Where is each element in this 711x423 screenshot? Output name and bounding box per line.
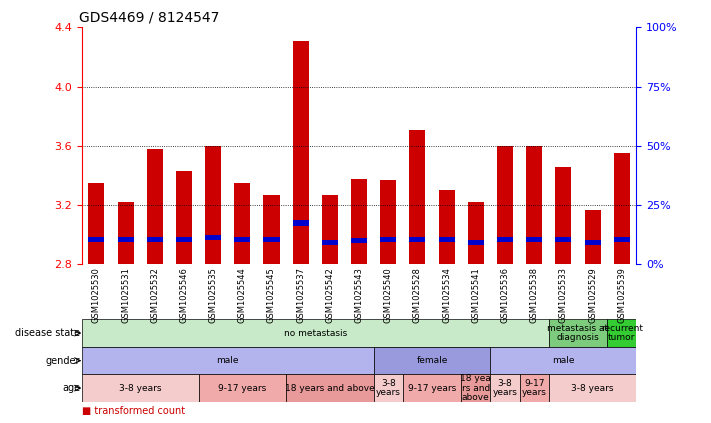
Bar: [584, 210, 601, 264]
Bar: [264, 236, 279, 242]
Bar: [374, 374, 403, 402]
Text: GSM1025535: GSM1025535: [208, 267, 218, 323]
Text: GSM1025536: GSM1025536: [501, 267, 510, 323]
Text: male: male: [216, 356, 239, 365]
Bar: [235, 236, 250, 242]
Bar: [380, 236, 396, 242]
Text: GSM1025544: GSM1025544: [237, 267, 247, 323]
Text: GSM1025534: GSM1025534: [442, 267, 451, 323]
Bar: [88, 183, 105, 264]
Text: no metastasis: no metastasis: [284, 329, 347, 338]
Bar: [117, 202, 134, 264]
Text: 3-8 years: 3-8 years: [119, 384, 161, 393]
Bar: [176, 171, 192, 264]
Bar: [410, 130, 425, 264]
Text: 3-8 years: 3-8 years: [572, 384, 614, 393]
Bar: [176, 236, 192, 242]
Bar: [555, 167, 572, 264]
Bar: [549, 319, 607, 347]
Bar: [403, 374, 461, 402]
Bar: [526, 236, 542, 242]
Bar: [526, 146, 542, 264]
Text: recurrent
tumor: recurrent tumor: [601, 324, 643, 343]
Bar: [146, 149, 163, 264]
Bar: [205, 235, 221, 240]
Text: GSM1025530: GSM1025530: [92, 267, 101, 323]
Bar: [82, 347, 374, 374]
Text: 3-8
years: 3-8 years: [493, 379, 518, 398]
Bar: [293, 220, 309, 225]
Text: GSM1025545: GSM1025545: [267, 267, 276, 323]
Bar: [374, 347, 491, 374]
Bar: [351, 238, 367, 243]
Text: age: age: [62, 383, 80, 393]
Text: GSM1025540: GSM1025540: [384, 267, 392, 323]
Bar: [614, 154, 630, 264]
Bar: [235, 183, 250, 264]
Text: GDS4469 / 8124547: GDS4469 / 8124547: [79, 11, 220, 25]
Bar: [322, 239, 338, 245]
Text: GSM1025546: GSM1025546: [179, 267, 188, 323]
Bar: [146, 236, 163, 242]
Bar: [82, 374, 198, 402]
Text: metastasis at
diagnosis: metastasis at diagnosis: [547, 324, 609, 343]
Bar: [205, 146, 221, 264]
Bar: [461, 374, 491, 402]
Text: female: female: [417, 356, 448, 365]
Text: GSM1025528: GSM1025528: [413, 267, 422, 323]
Bar: [351, 179, 367, 264]
Bar: [82, 319, 549, 347]
Bar: [497, 236, 513, 242]
Text: GSM1025543: GSM1025543: [355, 267, 363, 323]
Bar: [198, 374, 286, 402]
Bar: [439, 190, 454, 264]
Bar: [584, 239, 601, 245]
Bar: [410, 236, 425, 242]
Text: GSM1025533: GSM1025533: [559, 267, 568, 323]
Bar: [88, 236, 105, 242]
Bar: [491, 374, 520, 402]
Bar: [468, 239, 483, 245]
Text: 9-17 years: 9-17 years: [218, 384, 267, 393]
Bar: [286, 374, 374, 402]
Bar: [607, 319, 636, 347]
Bar: [491, 347, 636, 374]
Text: GSM1025529: GSM1025529: [588, 267, 597, 323]
Text: GSM1025538: GSM1025538: [530, 267, 539, 323]
Text: GSM1025542: GSM1025542: [326, 267, 334, 323]
Text: 9-17 years: 9-17 years: [408, 384, 456, 393]
Bar: [614, 236, 630, 242]
Text: 3-8
years: 3-8 years: [376, 379, 401, 398]
Bar: [264, 195, 279, 264]
Text: ■ transformed count: ■ transformed count: [82, 406, 185, 416]
Bar: [322, 195, 338, 264]
Bar: [293, 41, 309, 264]
Bar: [468, 202, 483, 264]
Text: 18 yea
rs and
above: 18 yea rs and above: [460, 374, 491, 402]
Text: disease state: disease state: [15, 328, 80, 338]
Bar: [497, 146, 513, 264]
Text: GSM1025539: GSM1025539: [617, 267, 626, 323]
Bar: [549, 374, 636, 402]
Text: GSM1025531: GSM1025531: [121, 267, 130, 323]
Text: 9-17
years: 9-17 years: [522, 379, 547, 398]
Bar: [520, 374, 549, 402]
Text: gender: gender: [46, 356, 80, 365]
Bar: [117, 236, 134, 242]
Text: GSM1025537: GSM1025537: [296, 267, 305, 323]
Bar: [439, 236, 454, 242]
Text: GSM1025532: GSM1025532: [150, 267, 159, 323]
Text: male: male: [552, 356, 574, 365]
Bar: [380, 180, 396, 264]
Text: 18 years and above: 18 years and above: [285, 384, 375, 393]
Text: GSM1025541: GSM1025541: [471, 267, 481, 323]
Bar: [555, 236, 572, 242]
